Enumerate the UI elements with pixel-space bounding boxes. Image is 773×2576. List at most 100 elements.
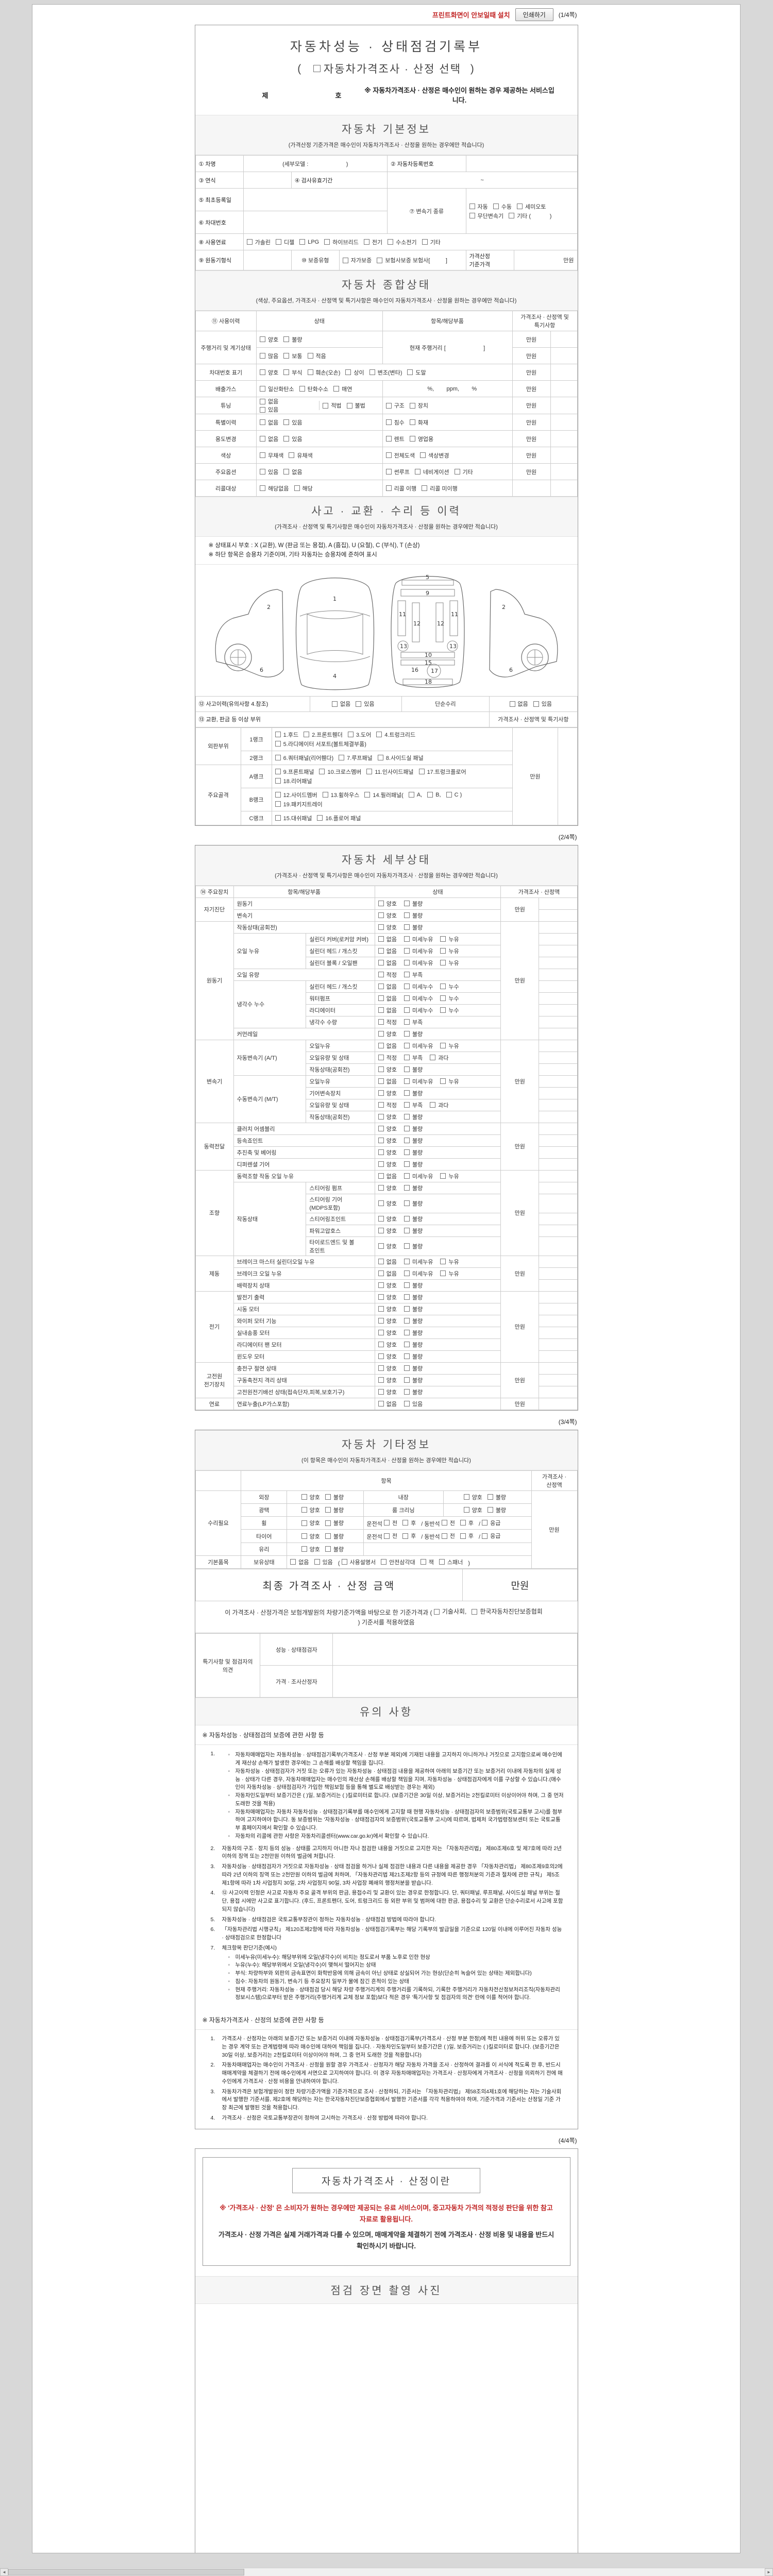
checkbox-option[interactable]: 양호: [260, 335, 278, 344]
checkbox-option[interactable]: 불량: [404, 1065, 423, 1074]
checkbox-icon[interactable]: [404, 1185, 410, 1191]
checkbox-icon[interactable]: [404, 1149, 410, 1156]
checkbox-option[interactable]: 적정: [378, 1054, 397, 1062]
checkbox-icon[interactable]: [408, 792, 414, 798]
checkbox-option[interactable]: 없음: [283, 468, 303, 476]
checkbox-icon[interactable]: [260, 452, 266, 458]
checkbox-icon[interactable]: [402, 1520, 409, 1526]
checkbox-icon[interactable]: [275, 801, 281, 807]
checkbox-option[interactable]: 8.사이드실 패널: [377, 754, 424, 762]
checkbox-option[interactable]: 미세누유: [404, 935, 433, 943]
checkbox-icon[interactable]: [378, 984, 384, 990]
checkbox-icon[interactable]: [275, 792, 281, 798]
checkbox-option[interactable]: 불량: [404, 1376, 423, 1384]
checkbox-option[interactable]: 없음: [378, 1400, 397, 1408]
checkbox-icon[interactable]: [404, 1078, 410, 1084]
checkbox-icon[interactable]: [404, 1401, 410, 1407]
checkbox-option[interactable]: 불량: [404, 1137, 423, 1145]
checkbox-option[interactable]: 응급: [482, 1532, 500, 1540]
checkbox-option[interactable]: 누수: [440, 994, 459, 1003]
checkbox-icon[interactable]: [404, 1353, 410, 1360]
checkbox-icon[interactable]: [404, 1055, 410, 1061]
checkbox-option[interactable]: 불량: [404, 1242, 423, 1250]
checkbox-option[interactable]: 양호: [378, 1089, 397, 1097]
checkbox-option[interactable]: 누유: [440, 935, 459, 943]
checkbox-icon[interactable]: [289, 452, 295, 458]
checkbox-icon[interactable]: [378, 1200, 384, 1207]
checkbox-option[interactable]: 과다: [430, 1054, 449, 1062]
checkbox-icon[interactable]: [378, 1306, 384, 1312]
checkbox-icon[interactable]: [283, 469, 290, 474]
checkbox-option[interactable]: 불량: [325, 1532, 344, 1540]
checkbox-icon[interactable]: [378, 936, 384, 942]
checkbox-icon[interactable]: [378, 1007, 384, 1013]
checkbox-option[interactable]: 양호: [378, 1113, 397, 1121]
checkbox-option[interactable]: 양호: [378, 1184, 397, 1192]
checkbox-option[interactable]: 전기: [363, 238, 382, 246]
checkbox-icon[interactable]: [342, 257, 348, 263]
checkbox-icon[interactable]: [383, 1520, 390, 1526]
checkbox-icon[interactable]: [260, 469, 266, 474]
checkbox-option[interactable]: 불량: [404, 1227, 423, 1235]
checkbox-icon[interactable]: [482, 1520, 488, 1526]
checkbox-icon[interactable]: [307, 369, 313, 375]
checkbox-option[interactable]: 불량: [404, 923, 423, 931]
checkbox-icon[interactable]: [378, 1294, 384, 1300]
checkbox-icon[interactable]: [404, 1282, 410, 1289]
checkbox-icon[interactable]: [430, 1055, 436, 1061]
checkbox-icon[interactable]: [404, 901, 410, 907]
checkbox-icon[interactable]: [404, 1126, 410, 1132]
checkbox-icon[interactable]: [404, 1031, 410, 1037]
checkbox-icon[interactable]: [325, 1507, 331, 1513]
checkbox-option[interactable]: 양호: [378, 1137, 397, 1145]
checkbox-icon[interactable]: [377, 257, 383, 263]
checkbox-icon[interactable]: [260, 386, 266, 392]
checkbox-option[interactable]: 해당없음: [260, 484, 289, 493]
checkbox-icon[interactable]: [301, 1507, 307, 1513]
checkbox-option[interactable]: 19.패키지트레이: [275, 800, 323, 808]
checkbox-option[interactable]: 양호: [378, 1215, 397, 1223]
checkbox-option[interactable]: 많음: [260, 352, 278, 360]
checkbox-option[interactable]: 있음: [356, 700, 374, 708]
checkbox-icon[interactable]: [404, 1102, 410, 1108]
checkbox-icon[interactable]: [404, 1043, 410, 1049]
checkbox-option[interactable]: 기타 ( ): [509, 212, 551, 220]
checkbox-icon[interactable]: [347, 732, 354, 738]
checkbox-icon[interactable]: [487, 1507, 493, 1513]
checkbox-option[interactable]: 썬루프: [385, 468, 410, 476]
checkbox-option[interactable]: 누유: [440, 947, 459, 955]
checkbox-icon[interactable]: [422, 239, 428, 245]
checkbox-option[interactable]: 누수: [440, 1006, 459, 1014]
checkbox-icon[interactable]: [409, 436, 415, 442]
checkbox-option[interactable]: 렌트: [385, 435, 405, 443]
checkbox-option[interactable]: 있음: [283, 418, 303, 427]
checkbox-option[interactable]: 응급: [482, 1519, 500, 1527]
checkbox-option[interactable]: 적법: [323, 401, 342, 410]
checkbox-option[interactable]: 가솔린: [246, 238, 271, 246]
checkbox-icon[interactable]: [383, 1533, 390, 1539]
checkbox-icon[interactable]: [260, 485, 266, 491]
checkbox-option[interactable]: 누수: [440, 982, 459, 991]
checkbox-icon[interactable]: [420, 452, 426, 458]
checkbox-icon[interactable]: [404, 1066, 410, 1073]
checkbox-option[interactable]: 누유: [440, 1258, 459, 1266]
checkbox-option[interactable]: 없음: [260, 418, 278, 427]
checkbox-option[interactable]: 양호: [378, 1148, 397, 1157]
checkbox-icon[interactable]: [378, 1243, 384, 1249]
checkbox-option[interactable]: 기타: [454, 468, 473, 476]
checkbox-icon[interactable]: [378, 1138, 384, 1144]
checkbox-option[interactable]: 불량: [325, 1506, 344, 1514]
checkbox-option[interactable]: 무단변속기: [469, 212, 503, 220]
checkbox-icon[interactable]: [404, 1318, 410, 1324]
checkbox-option[interactable]: 양호: [463, 1493, 482, 1501]
checkbox-option[interactable]: 6.쿼터패널(리어휀다): [275, 754, 333, 762]
checkbox-icon[interactable]: [446, 792, 452, 798]
checkbox-option[interactable]: 16.플로어 패널: [317, 814, 361, 822]
checkbox-icon[interactable]: [404, 1138, 410, 1144]
checkbox-option[interactable]: 3.도어: [347, 731, 371, 739]
checkbox-icon[interactable]: [283, 353, 290, 359]
checkbox-icon[interactable]: [440, 960, 446, 966]
checkbox-option[interactable]: 없음: [378, 994, 397, 1003]
checkbox-option[interactable]: 없음: [378, 959, 397, 967]
checkbox-icon[interactable]: [509, 701, 515, 707]
